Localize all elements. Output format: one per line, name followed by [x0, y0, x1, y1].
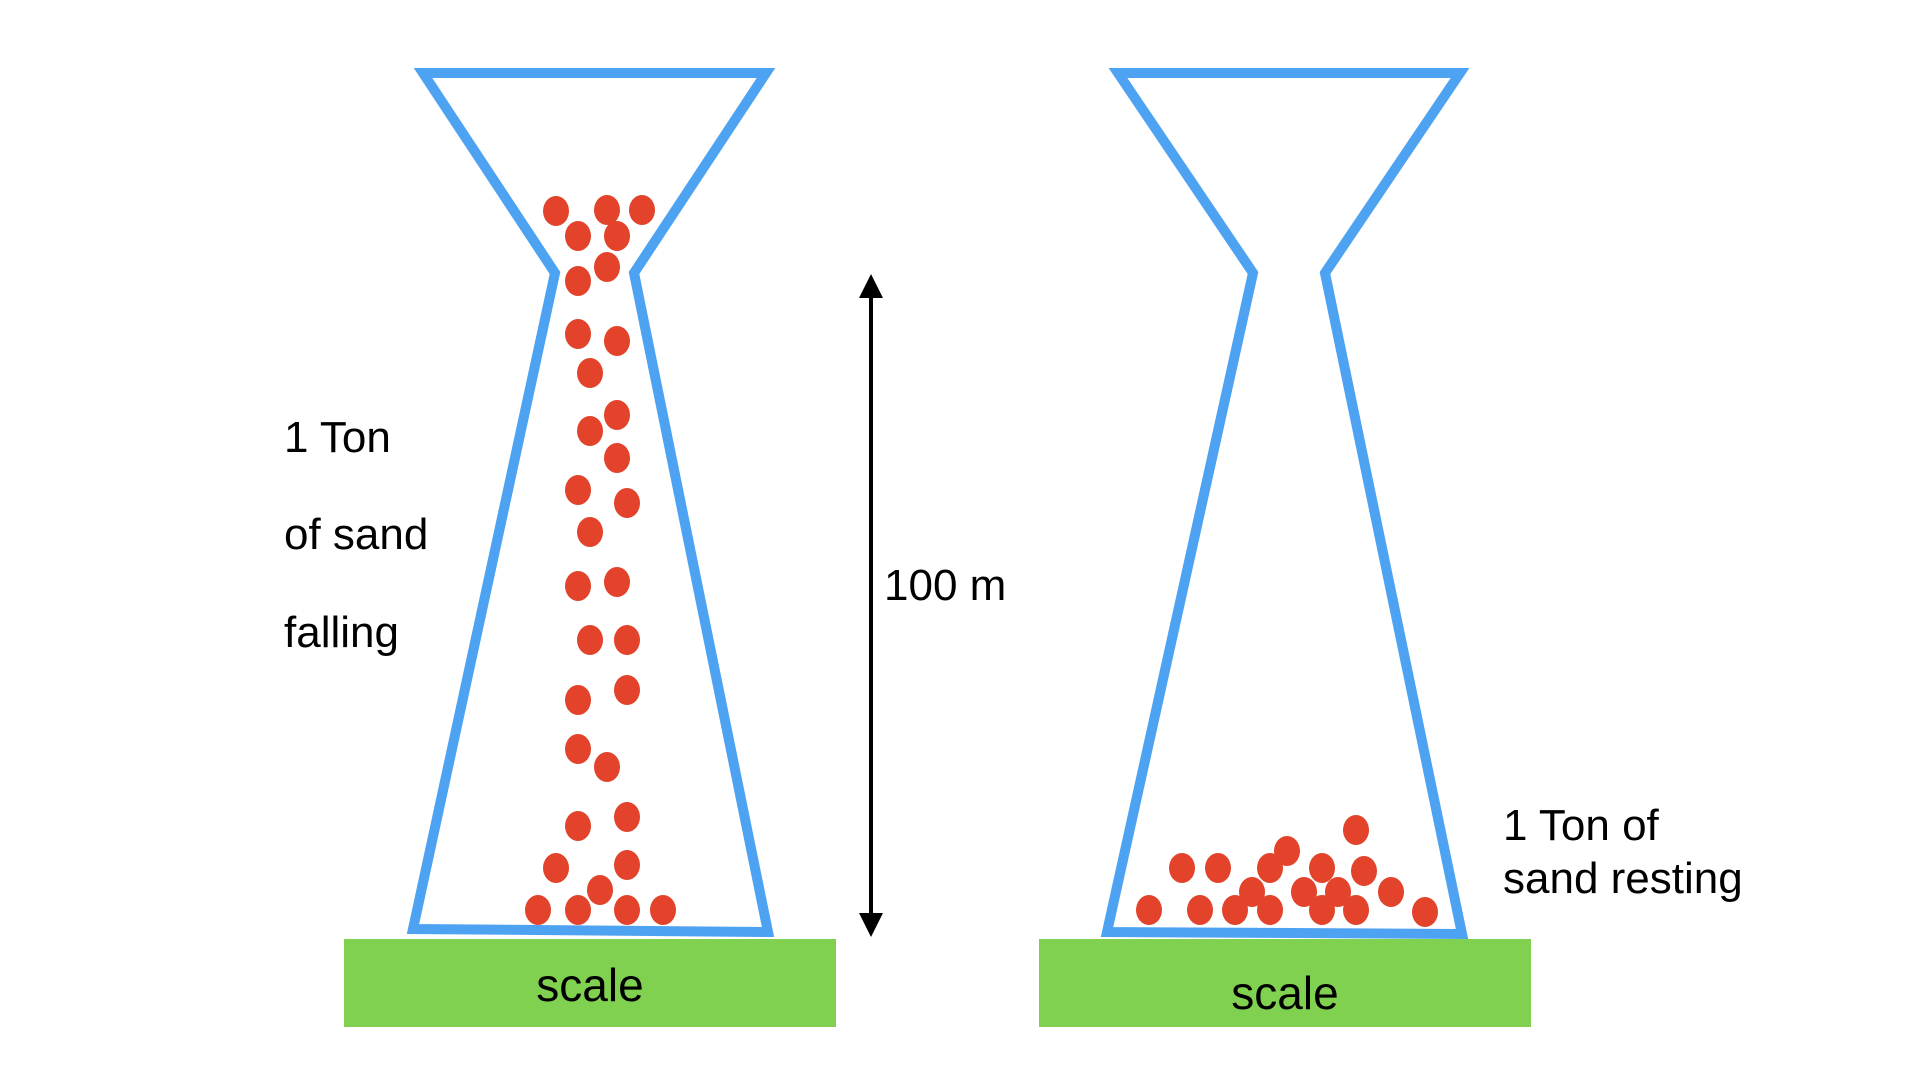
sand-grain [1274, 836, 1300, 866]
sand-grain [614, 488, 640, 518]
sand-grain [1205, 853, 1231, 883]
right-panel: scale 1 Ton of sand resting [1039, 68, 1743, 1027]
sand-grain [1325, 877, 1351, 907]
sand-grain [1169, 853, 1195, 883]
sand-grain [577, 416, 603, 446]
sand-grain [525, 895, 551, 925]
sand-grain [614, 802, 640, 832]
sand-grain [565, 266, 591, 296]
resting-label-line2: sand resting [1503, 854, 1743, 903]
sand-grain [604, 221, 630, 251]
sand-grain [1412, 897, 1438, 927]
right-scale [1039, 939, 1531, 1027]
left-hourglass-container [406, 68, 776, 938]
left-panel: scale [284, 68, 1006, 1027]
sand-grain [1257, 895, 1283, 925]
sand-grain [1187, 895, 1213, 925]
sand-grain [565, 895, 591, 925]
sand-grain [604, 400, 630, 430]
sand-grain [1222, 895, 1248, 925]
sand-grain [614, 675, 640, 705]
sand-grain [1343, 895, 1369, 925]
sand-grain [1136, 895, 1162, 925]
right-scale-label: scale [1231, 967, 1338, 1019]
sand-grain [565, 734, 591, 764]
sand-grain [594, 252, 620, 282]
sand-grain [565, 221, 591, 251]
right-hourglass-container [1100, 68, 1470, 940]
sand-grain [565, 811, 591, 841]
sand-grain [604, 443, 630, 473]
sand-grain [594, 195, 620, 225]
sand-grain [1309, 853, 1335, 883]
falling-label-line2: of sand [284, 510, 428, 559]
height-label: 100 m [884, 561, 1006, 610]
sand-grain [604, 567, 630, 597]
sand-grain [1309, 895, 1335, 925]
sand-grain [604, 326, 630, 356]
sand-grain [1343, 815, 1369, 845]
sand-grain [565, 319, 591, 349]
sand-grain [614, 625, 640, 655]
sand-grain [577, 517, 603, 547]
sand-grain [614, 895, 640, 925]
sand-grain [543, 853, 569, 883]
sand-grain [565, 571, 591, 601]
sand-grain [565, 685, 591, 715]
sand-grain [594, 752, 620, 782]
falling-label-line3: falling [284, 608, 399, 657]
sand-grain [1351, 856, 1377, 886]
left-falling-sand [525, 195, 676, 925]
left-scale-label: scale [536, 959, 643, 1011]
sand-grain [1257, 853, 1283, 883]
sand-grain [629, 195, 655, 225]
sand-grain [565, 475, 591, 505]
sand-grain [650, 895, 676, 925]
sand-grain [1239, 877, 1265, 907]
sand-grain [577, 625, 603, 655]
sand-grain [1291, 877, 1317, 907]
sand-grain [577, 358, 603, 388]
sand-grain [1378, 877, 1404, 907]
sand-grain [587, 875, 613, 905]
right-resting-sand [1136, 815, 1438, 927]
left-scale [344, 939, 836, 1027]
sand-grain [543, 196, 569, 226]
sand-grain [614, 850, 640, 880]
falling-label-line1: 1 Ton [284, 413, 391, 462]
resting-label-line1: 1 Ton of [1503, 801, 1660, 850]
